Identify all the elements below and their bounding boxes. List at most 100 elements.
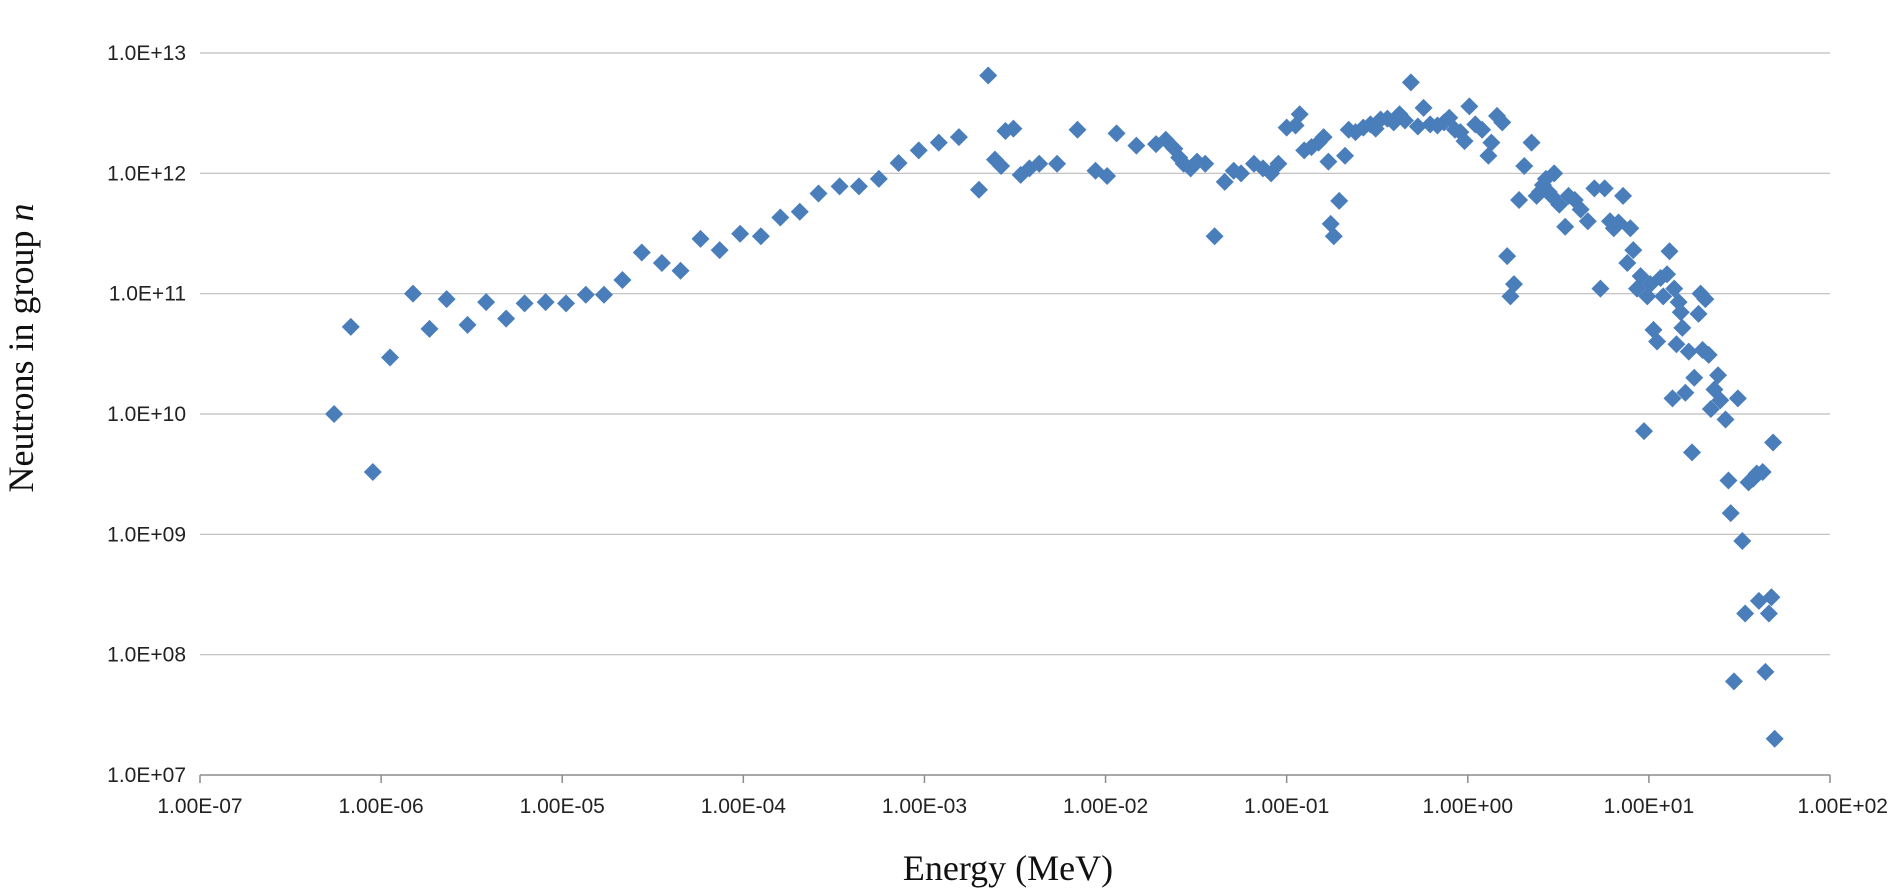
- y-axis-title: Neutrons in group n: [1, 204, 41, 493]
- data-point: [1716, 410, 1735, 429]
- data-point: [790, 202, 809, 221]
- data-point: [1098, 167, 1117, 186]
- x-tick-label: 1.00E-03: [882, 795, 967, 818]
- data-point: [1455, 132, 1474, 151]
- data-point: [1765, 729, 1784, 748]
- data-point: [420, 319, 439, 338]
- y-tick-label: 1.0E+07: [107, 764, 186, 787]
- data-point: [1545, 164, 1564, 183]
- data-point: [1689, 304, 1708, 323]
- data-point: [889, 153, 908, 172]
- data-point: [1232, 164, 1251, 183]
- data-point: [1660, 242, 1679, 261]
- data-point: [1671, 303, 1690, 322]
- data-point: [1621, 219, 1640, 238]
- y-tick-label: 1.0E+13: [107, 42, 186, 65]
- data-point: [1648, 332, 1667, 351]
- data-point: [497, 309, 516, 328]
- data-point: [1290, 105, 1309, 124]
- data-point: [325, 405, 344, 423]
- data-point: [1493, 113, 1512, 132]
- data-point: [1654, 287, 1673, 306]
- x-tick-labels: 1.00E-07 1.00E-06 1.00E-05 1.00E-04 1.00E-03…: [157, 795, 1888, 818]
- data-point: [1515, 157, 1534, 176]
- data-point: [1479, 146, 1498, 165]
- data-point: [1585, 179, 1604, 198]
- data-point: [1556, 217, 1575, 236]
- data-point: [1733, 532, 1752, 551]
- data-point: [1578, 212, 1597, 231]
- data-point: [437, 290, 456, 309]
- data-point: [576, 285, 595, 304]
- data-point: [1696, 290, 1715, 309]
- y-tick-labels: 1.0E+07 1.0E+08 1.0E+09 1.0E+10 1.0E+11 1.0E+…: [107, 42, 186, 787]
- data-point: [1205, 227, 1224, 246]
- data-points: [325, 66, 1784, 748]
- data-point: [751, 227, 770, 246]
- data-point: [1127, 136, 1146, 155]
- data-point: [515, 294, 534, 313]
- x-tick-label: 1.00E-06: [338, 795, 423, 818]
- data-point: [1196, 154, 1215, 173]
- x-axis-title: Energy (MeV): [903, 848, 1113, 888]
- data-point: [1753, 462, 1772, 481]
- data-point: [1505, 275, 1524, 294]
- data-point: [949, 128, 968, 147]
- data-point: [1736, 604, 1755, 623]
- data-point: [1699, 345, 1718, 364]
- data-point: [849, 177, 868, 196]
- data-point: [1414, 98, 1433, 117]
- x-tick-label: 1.00E-02: [1063, 795, 1148, 818]
- data-point: [1004, 119, 1023, 138]
- data-point: [1522, 133, 1541, 152]
- data-point: [929, 133, 948, 152]
- data-point: [1676, 383, 1695, 402]
- data-point: [1685, 368, 1704, 387]
- data-point: [1330, 191, 1349, 210]
- data-point: [1701, 400, 1720, 419]
- data-point: [652, 253, 671, 272]
- data-point: [1460, 97, 1479, 116]
- gridlines: [200, 52, 1830, 656]
- y-tick-label: 1.0E+09: [107, 523, 186, 546]
- data-point: [1673, 318, 1692, 337]
- x-tick-label: 1.00E-05: [520, 795, 605, 818]
- x-tick-label: 1.00E-01: [1244, 795, 1329, 818]
- data-point: [1482, 133, 1501, 152]
- data-point: [1624, 241, 1643, 260]
- data-point: [632, 243, 651, 262]
- data-point: [1498, 247, 1517, 266]
- x-tick-label: 1.00E+01: [1604, 795, 1695, 818]
- data-point: [969, 180, 988, 199]
- data-point: [869, 169, 888, 188]
- data-point: [1658, 265, 1677, 284]
- y-axis-title-main: Neutrons in group: [1, 222, 41, 493]
- data-point: [1762, 588, 1781, 607]
- data-point: [1030, 154, 1049, 173]
- data-point: [830, 177, 849, 196]
- data-point: [1048, 154, 1067, 173]
- data-point: [1683, 443, 1702, 462]
- data-point: [363, 462, 382, 481]
- data-point: [1107, 124, 1126, 143]
- data-point: [1614, 186, 1633, 205]
- data-point: [1215, 172, 1234, 191]
- data-point: [1635, 422, 1654, 441]
- x-tick-label: 1.00E+00: [1423, 795, 1514, 818]
- data-point: [1595, 179, 1614, 198]
- data-point: [1663, 389, 1682, 408]
- y-axis-title-variable: n: [1, 204, 41, 222]
- data-point: [771, 208, 790, 227]
- data-point: [1618, 253, 1637, 272]
- data-point: [557, 294, 576, 313]
- data-point: [1510, 191, 1529, 210]
- data-point: [1473, 120, 1492, 139]
- data-point: [1756, 662, 1775, 681]
- data-point: [710, 241, 729, 260]
- y-tick-label: 1.0E+11: [109, 283, 186, 306]
- data-point: [404, 284, 423, 303]
- data-point: [613, 270, 632, 289]
- data-point: [691, 229, 710, 248]
- data-point: [458, 315, 477, 334]
